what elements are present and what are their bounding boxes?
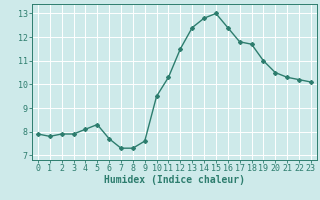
X-axis label: Humidex (Indice chaleur): Humidex (Indice chaleur) xyxy=(104,175,245,185)
